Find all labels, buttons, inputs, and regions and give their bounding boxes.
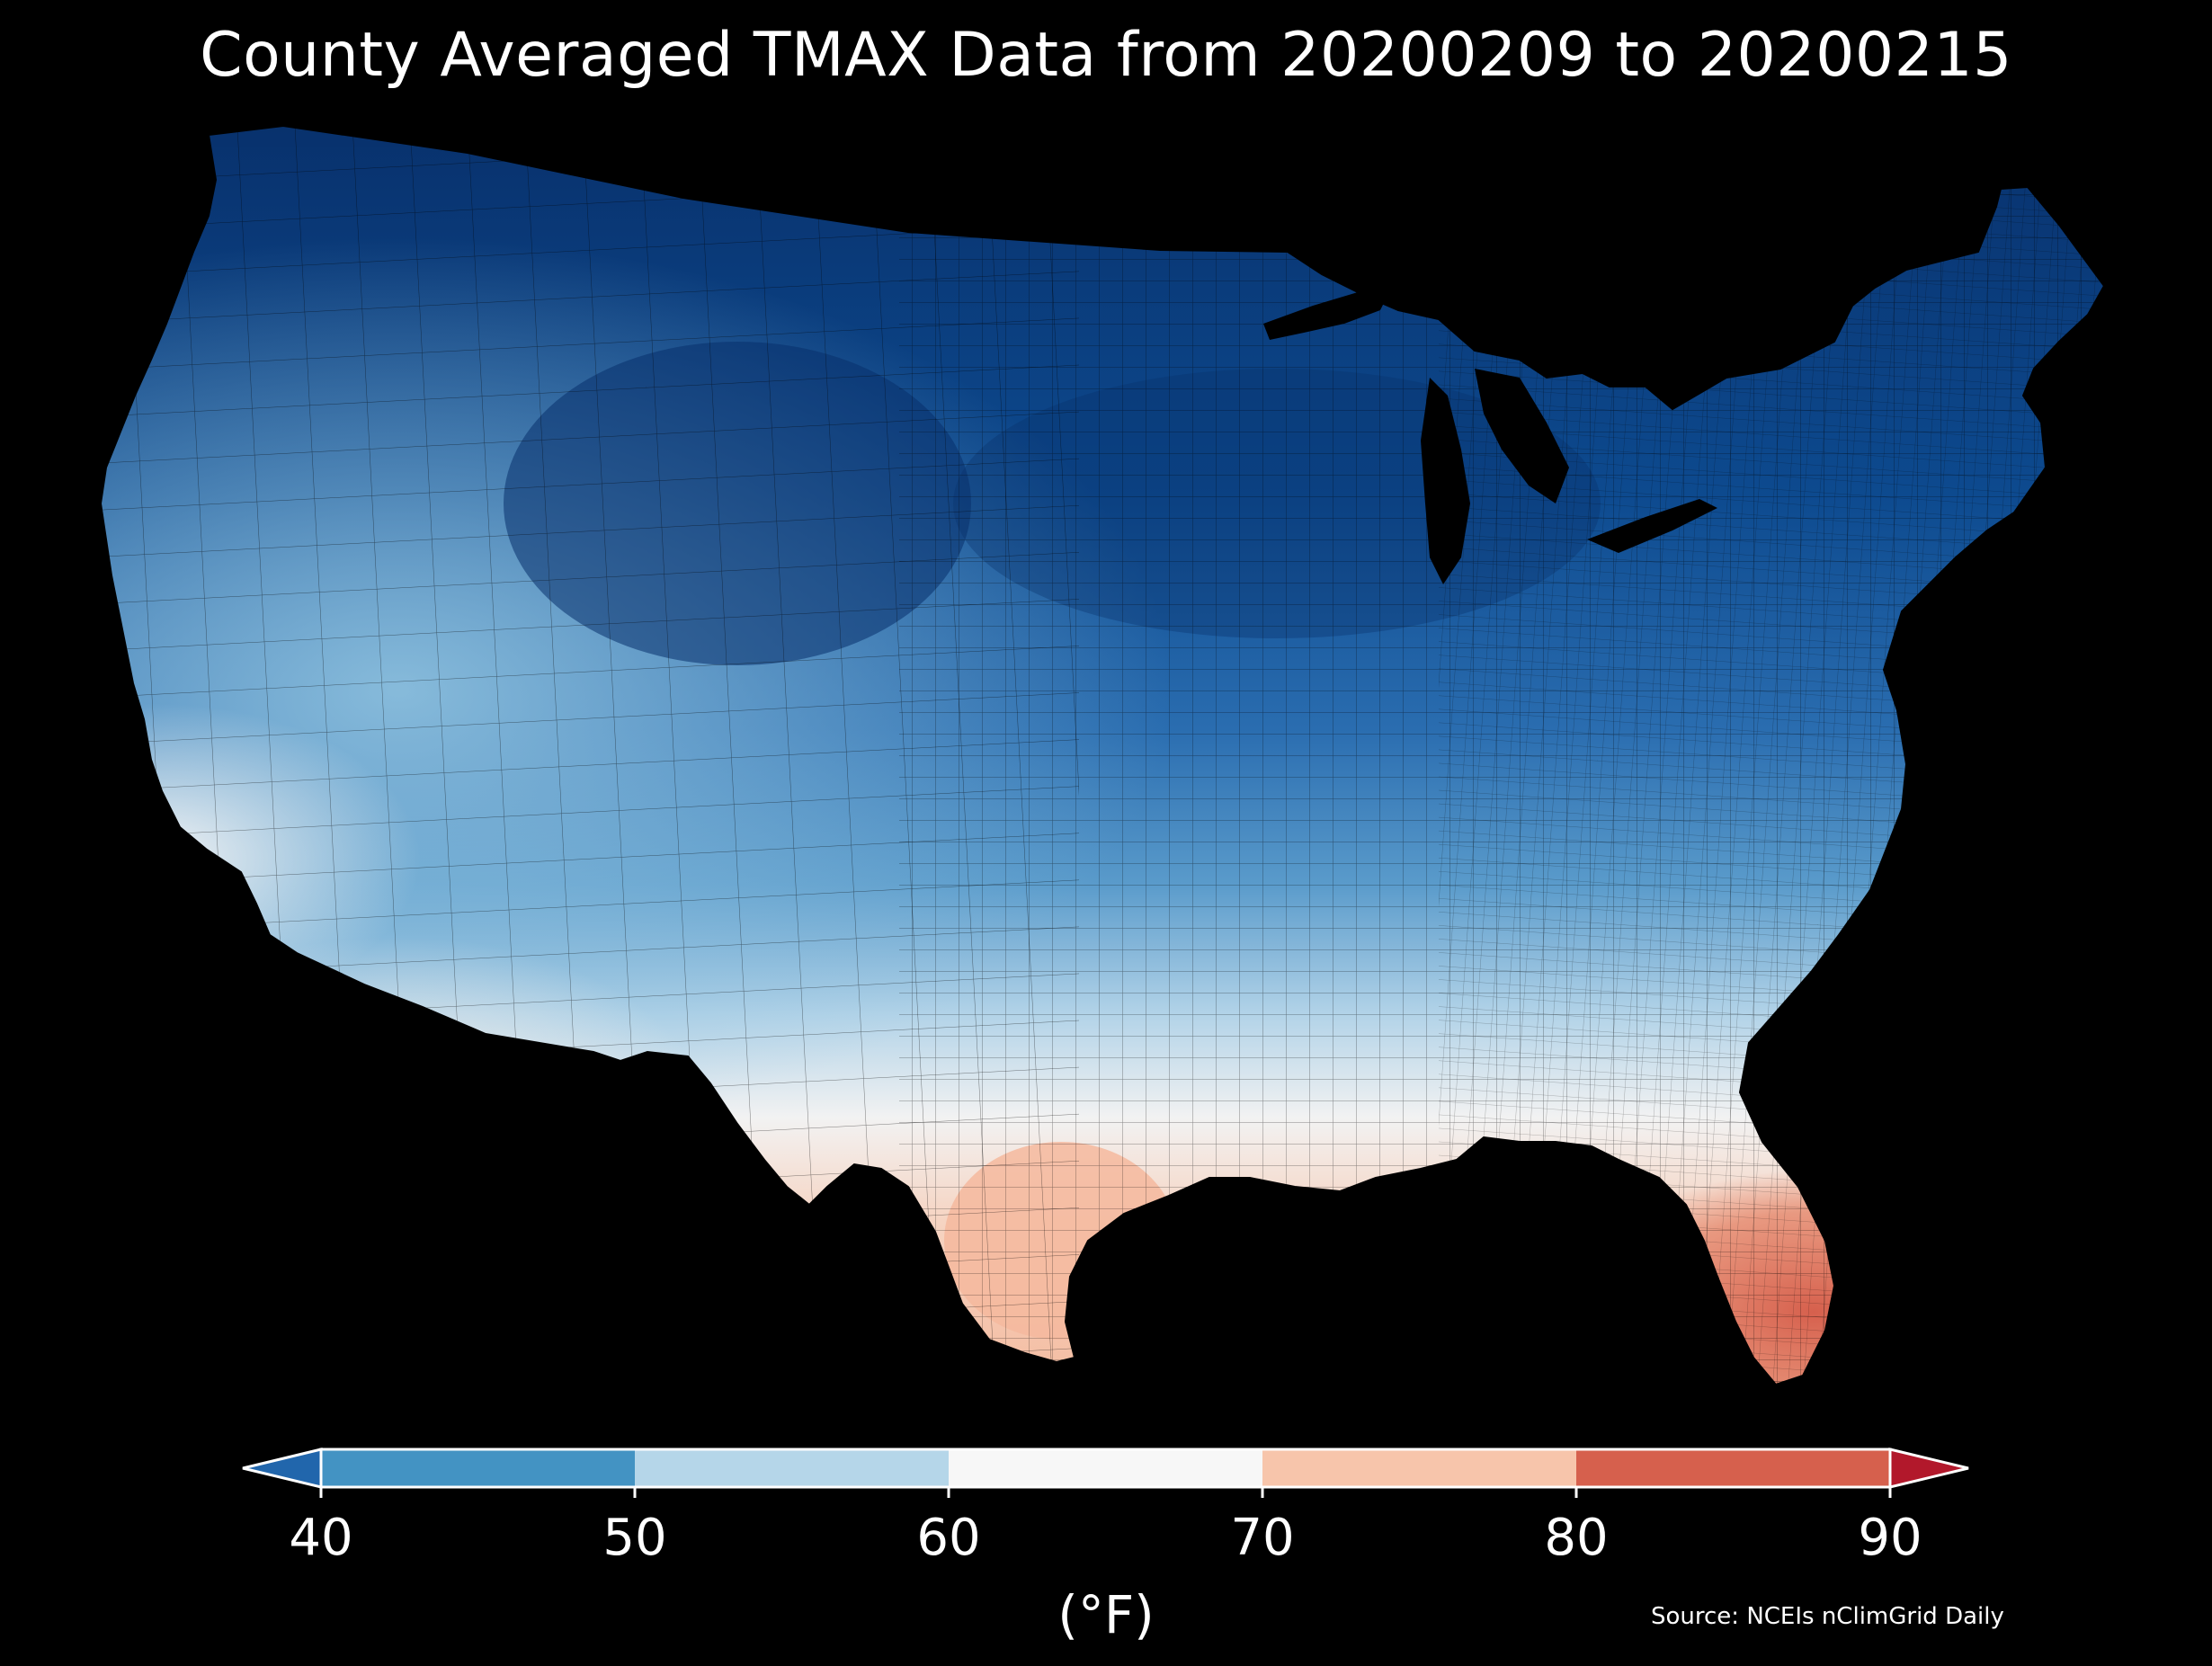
- lake-huron: [1475, 369, 1569, 503]
- colorbar-bin-80-90: [1576, 1449, 1890, 1487]
- lake-erie: [1587, 499, 1717, 553]
- colorbar-extend-low: [242, 1448, 323, 1489]
- colorbar-units-label: (°F): [1057, 1584, 1155, 1645]
- colorbar-tick-marks: [319, 1487, 1892, 1498]
- colorbar-bin-60-70: [949, 1449, 1262, 1487]
- colorbar-tick-label: 50: [602, 1509, 667, 1567]
- colorbar-bin-70-80: [1262, 1449, 1576, 1487]
- lake-michigan: [1421, 378, 1470, 584]
- colorbar-tick-label: 80: [1544, 1509, 1609, 1567]
- us-outline: [99, 124, 2106, 1386]
- colorbar-bins: [321, 1449, 1890, 1487]
- colorbar-tick-label: 90: [1858, 1509, 1922, 1567]
- colorbar-bin-40-50: [321, 1449, 635, 1487]
- lake-superior: [1263, 283, 1394, 340]
- source-note: Source: NCEIs nClimGrid Daily: [1651, 1603, 2004, 1630]
- colorbar-tick-label: 40: [289, 1509, 353, 1567]
- colorbar-frame: [319, 1448, 1892, 1489]
- colorbar-extend-high: [1888, 1448, 1969, 1489]
- colorbar-tick-label: 60: [916, 1509, 981, 1567]
- colorbar-bin-50-60: [635, 1449, 949, 1487]
- great-lakes: [1263, 283, 1717, 584]
- colorbar-tick-label: 70: [1230, 1509, 1295, 1567]
- map-title: County Averaged TMAX Data from 20200209 …: [200, 20, 2012, 91]
